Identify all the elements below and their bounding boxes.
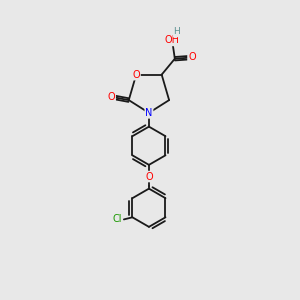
Text: O: O <box>145 172 153 182</box>
Text: O: O <box>132 70 140 80</box>
Text: N: N <box>145 108 153 118</box>
Text: H: H <box>174 28 180 37</box>
Text: O: O <box>188 52 196 62</box>
Text: Cl: Cl <box>112 214 122 224</box>
Text: OH: OH <box>165 35 180 46</box>
Text: O: O <box>107 92 115 101</box>
